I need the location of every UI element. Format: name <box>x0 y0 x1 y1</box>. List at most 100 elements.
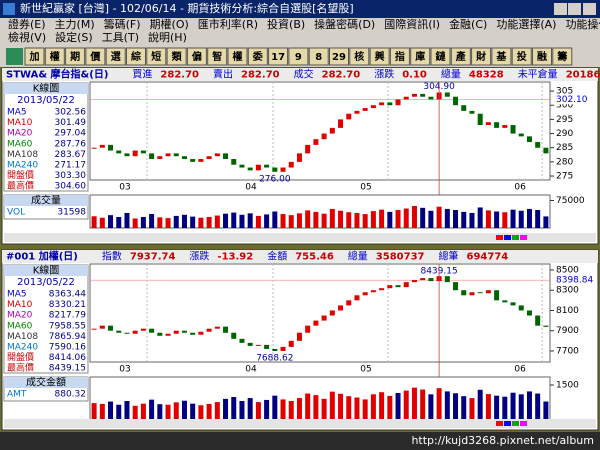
volume-bar <box>453 393 459 425</box>
volume-bar <box>223 398 229 425</box>
volume-bar <box>140 403 146 425</box>
tool-button[interactable] <box>450 47 471 66</box>
tool-button[interactable] <box>471 47 492 66</box>
tool-label[interactable]: 庫 <box>415 50 425 63</box>
tool-button[interactable] <box>227 47 248 66</box>
tool-label[interactable]: 指 <box>395 50 405 63</box>
tool-label[interactable]: 類 <box>171 50 183 63</box>
tool-button[interactable] <box>532 47 552 66</box>
info-label: MA10 <box>7 300 33 310</box>
menu-item[interactable]: 主力(M) <box>55 18 95 31</box>
tool-button[interactable] <box>349 47 370 66</box>
tool-button[interactable] <box>247 47 268 66</box>
tool-label[interactable]: 財 <box>475 50 486 63</box>
tool-button[interactable] <box>308 47 329 66</box>
volume-bar <box>305 393 311 425</box>
tool-label[interactable]: 鏈 <box>436 50 447 63</box>
volume-bar <box>362 399 368 425</box>
info-title-bg <box>4 83 88 94</box>
tool-button[interactable] <box>44 47 65 66</box>
tool-button[interactable] <box>268 47 289 66</box>
tool-button[interactable] <box>410 47 431 66</box>
tool-label[interactable]: 偏 <box>192 50 202 63</box>
candle <box>420 278 426 281</box>
info-title: K線圖 <box>33 264 60 277</box>
candle <box>510 125 516 134</box>
volume-bar <box>313 211 319 228</box>
field-value: 48328 <box>469 70 504 81</box>
menu-item[interactable]: 金融(C) <box>449 17 487 31</box>
tool-button[interactable] <box>65 47 86 66</box>
tool-button[interactable] <box>146 47 167 66</box>
tool-label[interactable]: 產 <box>455 50 466 63</box>
candle <box>510 302 516 306</box>
tool-button[interactable] <box>511 47 532 66</box>
tool-button[interactable] <box>105 47 126 66</box>
tool-icon[interactable] <box>6 48 23 65</box>
tool-label[interactable]: 委 <box>252 50 264 63</box>
tool-button[interactable] <box>126 47 146 66</box>
y-tick-label: 295 <box>556 115 573 125</box>
tool-button[interactable] <box>288 47 309 66</box>
tool-label[interactable]: 投 <box>517 50 527 63</box>
tool-button[interactable] <box>329 47 349 66</box>
tool-label[interactable]: 核 <box>354 50 364 63</box>
menu-item[interactable]: 籌碼(F) <box>104 18 141 31</box>
tool-button[interactable] <box>369 47 390 66</box>
menu-item[interactable]: 設定(S) <box>55 30 93 44</box>
menu-item[interactable]: 匯市利率(R) <box>198 17 258 31</box>
symbol: STWA& 摩台指&(日) <box>6 68 108 81</box>
volume-bar <box>255 402 261 425</box>
tool-button[interactable] <box>389 47 410 66</box>
volume-bar <box>165 218 171 228</box>
y-tick-label: 280 <box>556 157 573 167</box>
tool-label[interactable]: 權 <box>50 50 60 63</box>
tool-button[interactable] <box>166 47 187 66</box>
close-button[interactable] <box>583 3 596 15</box>
tool-button[interactable] <box>24 47 45 66</box>
tool-label[interactable]: 融 <box>537 50 547 63</box>
tool-button[interactable] <box>85 47 106 66</box>
tool-label[interactable]: 權 <box>233 50 243 63</box>
menu-item[interactable]: 說明(H) <box>148 30 187 44</box>
tool-button[interactable] <box>186 47 207 66</box>
tool-label[interactable]: 9 <box>295 52 302 63</box>
menu-item[interactable]: 操盤密碼(D) <box>314 17 375 31</box>
tool-label[interactable]: 基 <box>495 50 507 63</box>
menu-item[interactable]: 功能選擇(A) <box>496 17 556 31</box>
menu-item[interactable]: 投資(B) <box>267 17 305 31</box>
minimize-button[interactable] <box>554 3 567 15</box>
tool-label[interactable]: 加 <box>29 50 40 63</box>
tool-label[interactable]: 選 <box>111 50 121 63</box>
maximize-button[interactable] <box>568 3 581 15</box>
candle <box>477 292 483 294</box>
info-label: 開盤價 <box>7 351 34 363</box>
tool-button[interactable] <box>430 47 451 66</box>
tool-label[interactable]: 智 <box>212 50 222 63</box>
tool-label[interactable]: 價 <box>89 50 101 63</box>
menu-item[interactable]: 國際資訊(I) <box>384 17 440 31</box>
menu-item[interactable]: 工具(T) <box>102 31 139 44</box>
menu-item[interactable]: 功能操作(E) <box>565 17 600 31</box>
volume-bar <box>494 395 500 425</box>
tool-label[interactable]: 期 <box>70 50 80 63</box>
candle <box>214 326 220 329</box>
tool-label[interactable]: 綜 <box>131 50 141 63</box>
candle <box>264 164 270 168</box>
tool-button[interactable] <box>491 47 512 66</box>
menu-item[interactable]: 證券(E) <box>8 17 46 31</box>
info-title-bg <box>4 265 88 276</box>
tool-label[interactable]: 興 <box>375 50 385 63</box>
tool-button[interactable] <box>552 47 573 66</box>
candle <box>296 332 302 341</box>
tool-label[interactable]: 17 <box>271 52 285 63</box>
tool-button[interactable] <box>207 47 228 66</box>
strip-swatch <box>520 235 527 240</box>
tool-label[interactable]: 8 <box>315 52 322 63</box>
tool-label[interactable]: 籌 <box>557 50 567 63</box>
field-label: 未平倉量 <box>518 68 558 81</box>
tool-label[interactable]: 29 <box>332 52 346 63</box>
menu-item[interactable]: 期權(O) <box>150 18 189 31</box>
tool-label[interactable]: 短 <box>151 50 161 63</box>
menu-item[interactable]: 檢視(V) <box>8 30 46 44</box>
